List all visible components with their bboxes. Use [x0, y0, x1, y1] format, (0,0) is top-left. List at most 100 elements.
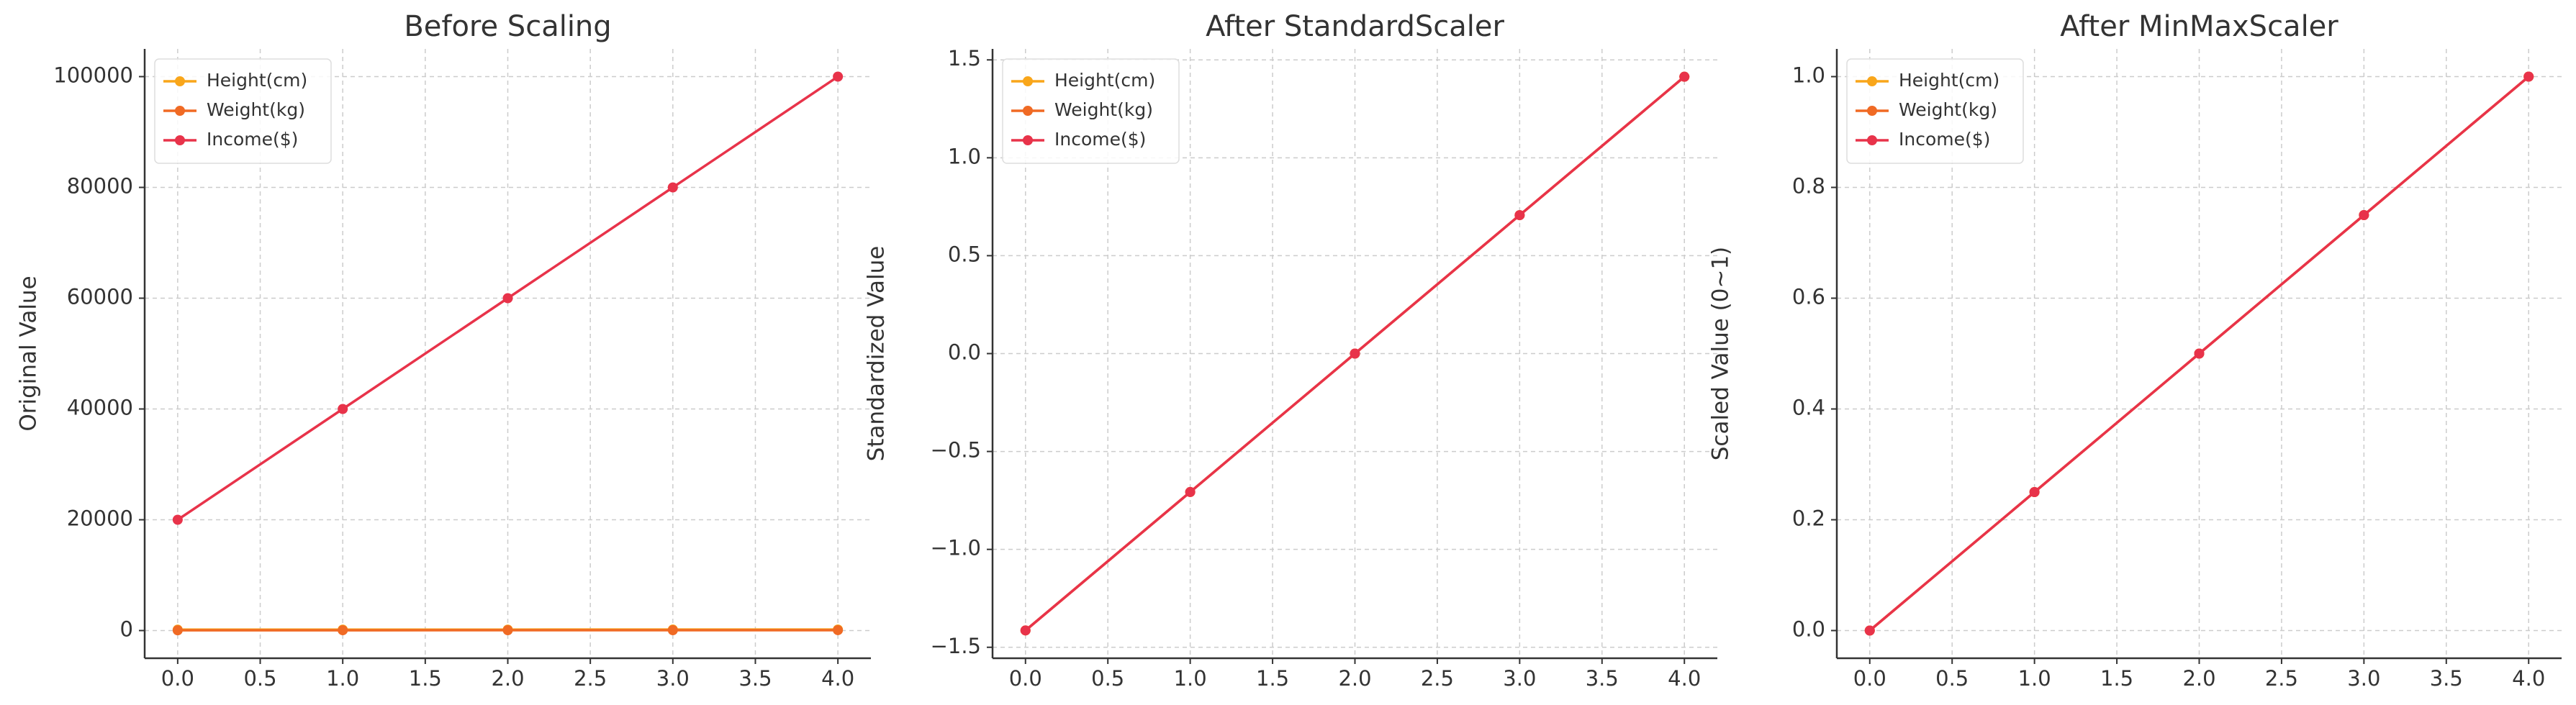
- chart-title: Before Scaling: [404, 10, 611, 43]
- x-tick-label: 1.0: [326, 666, 359, 691]
- legend: Height(cm) Weight(kg) Income($): [1846, 58, 2024, 164]
- chart-panel: −1.5 −1.0 −0.5 0.0 0.5 1.0 1.5 0.0 0.5 1.0 1.5 2.0 2…: [864, 10, 1717, 691]
- data-point: [2194, 348, 2205, 359]
- data-point: [502, 625, 513, 636]
- y-tick-label: 0.6: [1792, 285, 1825, 309]
- legend: Height(cm) Weight(kg) Income($): [1002, 58, 1180, 164]
- y-tick-label: 0.0: [1792, 617, 1825, 642]
- x-tick-label: 0.5: [1935, 666, 1969, 691]
- y-tick-label: 20000: [67, 506, 133, 531]
- x-tick-label: 1.0: [1174, 666, 1207, 691]
- data-point: [172, 625, 183, 636]
- y-tick-label: 80000: [67, 174, 133, 199]
- data-point: [2029, 487, 2040, 497]
- x-tick-label: 4.0: [2512, 666, 2545, 691]
- legend-box: [1002, 58, 1180, 164]
- x-tick-label: 3.5: [1586, 666, 1619, 691]
- x-tick-label: 2.0: [491, 666, 524, 691]
- data-point: [338, 404, 348, 414]
- y-tick-label: 100000: [53, 63, 133, 88]
- data-point: [1864, 625, 1875, 636]
- legend-marker: [1023, 106, 1033, 116]
- data-point: [833, 624, 844, 635]
- legend-marker: [1023, 135, 1033, 145]
- data-point: [667, 624, 678, 635]
- legend-marker: [1023, 76, 1033, 86]
- data-point: [1350, 348, 1360, 359]
- x-tick-label: 2.5: [2265, 666, 2298, 691]
- x-tick-label: 3.5: [2430, 666, 2463, 691]
- chart-title: After StandardScaler: [1206, 10, 1504, 43]
- x-tick-label: 1.5: [1256, 666, 1289, 691]
- data-point: [2359, 210, 2369, 220]
- legend-label: Height(cm): [1899, 70, 1999, 91]
- data-point: [502, 293, 513, 304]
- y-tick-label: 0.8: [1792, 174, 1825, 199]
- x-tick-label: 2.5: [574, 666, 607, 691]
- y-tick-label: 0.2: [1792, 506, 1825, 531]
- y-tick-label: −1.0: [931, 536, 981, 560]
- legend: Height(cm) Weight(kg) Income($): [154, 58, 332, 164]
- x-tick-label: 3.0: [2347, 666, 2380, 691]
- data-point: [2523, 71, 2534, 82]
- legend-marker: [175, 76, 185, 86]
- x-tick-label: 0.0: [1009, 666, 1042, 691]
- data-point: [833, 71, 844, 82]
- y-tick-label: 0.5: [948, 242, 981, 266]
- x-tick-label: 1.0: [2018, 666, 2051, 691]
- x-tick-label: 2.0: [2182, 666, 2215, 691]
- y-tick-label: 1.0: [948, 144, 981, 168]
- data-point: [1679, 71, 1690, 82]
- legend-box: [1846, 58, 2024, 164]
- data-point: [667, 182, 678, 193]
- data-point: [1514, 210, 1525, 221]
- x-tick-label: 4.0: [821, 666, 854, 691]
- chart-panel: 0 20000 40000 60000 80000 100000 0.0 0.5 1.0 1.5 2…: [16, 10, 871, 691]
- y-axis-label: Original Value: [16, 276, 42, 431]
- chart-panel: 0.0 0.2 0.4 0.6 0.8 1.0 0.0 0.5 1.0 1.5 2.0 2.5 3.0 3…: [1708, 10, 2562, 691]
- y-axis-label: Standardized Value: [864, 246, 890, 462]
- legend-label: Weight(kg): [1899, 99, 1997, 120]
- x-tick-label: 0.5: [243, 666, 276, 691]
- data-point: [1185, 486, 1196, 497]
- legend-label: Income($): [207, 129, 298, 150]
- legend-label: Height(cm): [1054, 70, 1155, 91]
- legend-marker: [175, 106, 185, 116]
- y-axis-label: Scaled Value (0~1): [1708, 247, 1734, 461]
- x-tick-label: 0.0: [1853, 666, 1886, 691]
- legend-marker: [1867, 135, 1877, 145]
- legend-label: Height(cm): [207, 70, 307, 91]
- data-point: [338, 625, 348, 636]
- data-point: [1020, 625, 1031, 636]
- x-tick-label: 3.0: [1503, 666, 1536, 691]
- legend-label: Weight(kg): [1054, 99, 1153, 120]
- x-tick-label: 2.5: [1421, 666, 1454, 691]
- data-point: [172, 514, 183, 525]
- y-tick-label: 1.0: [1792, 63, 1825, 88]
- legend-label: Weight(kg): [207, 99, 305, 120]
- y-tick-label: 60000: [67, 285, 133, 309]
- x-tick-label: 3.0: [656, 666, 690, 691]
- y-tick-label: 40000: [67, 396, 133, 420]
- x-tick-label: 0.5: [1091, 666, 1124, 691]
- legend-marker: [1867, 106, 1877, 116]
- x-tick-label: 1.5: [2100, 666, 2133, 691]
- y-tick-label: 0.4: [1792, 396, 1825, 420]
- x-tick-label: 0.0: [161, 666, 194, 691]
- y-tick-label: 1.5: [948, 46, 981, 70]
- legend-label: Income($): [1899, 129, 1990, 150]
- legend-marker: [1867, 76, 1877, 86]
- y-tick-label: 0: [120, 617, 133, 642]
- y-tick-label: 0.0: [948, 340, 981, 365]
- legend-label: Income($): [1054, 129, 1146, 150]
- y-tick-label: −0.5: [931, 438, 981, 463]
- chart-title: After MinMaxScaler: [2060, 10, 2338, 43]
- x-tick-label: 4.0: [1668, 666, 1701, 691]
- legend-box: [154, 58, 332, 164]
- x-tick-label: 3.5: [738, 666, 772, 691]
- y-tick-label: −1.5: [931, 634, 981, 658]
- legend-marker: [175, 135, 185, 145]
- x-tick-label: 2.0: [1338, 666, 1371, 691]
- x-tick-label: 1.5: [409, 666, 442, 691]
